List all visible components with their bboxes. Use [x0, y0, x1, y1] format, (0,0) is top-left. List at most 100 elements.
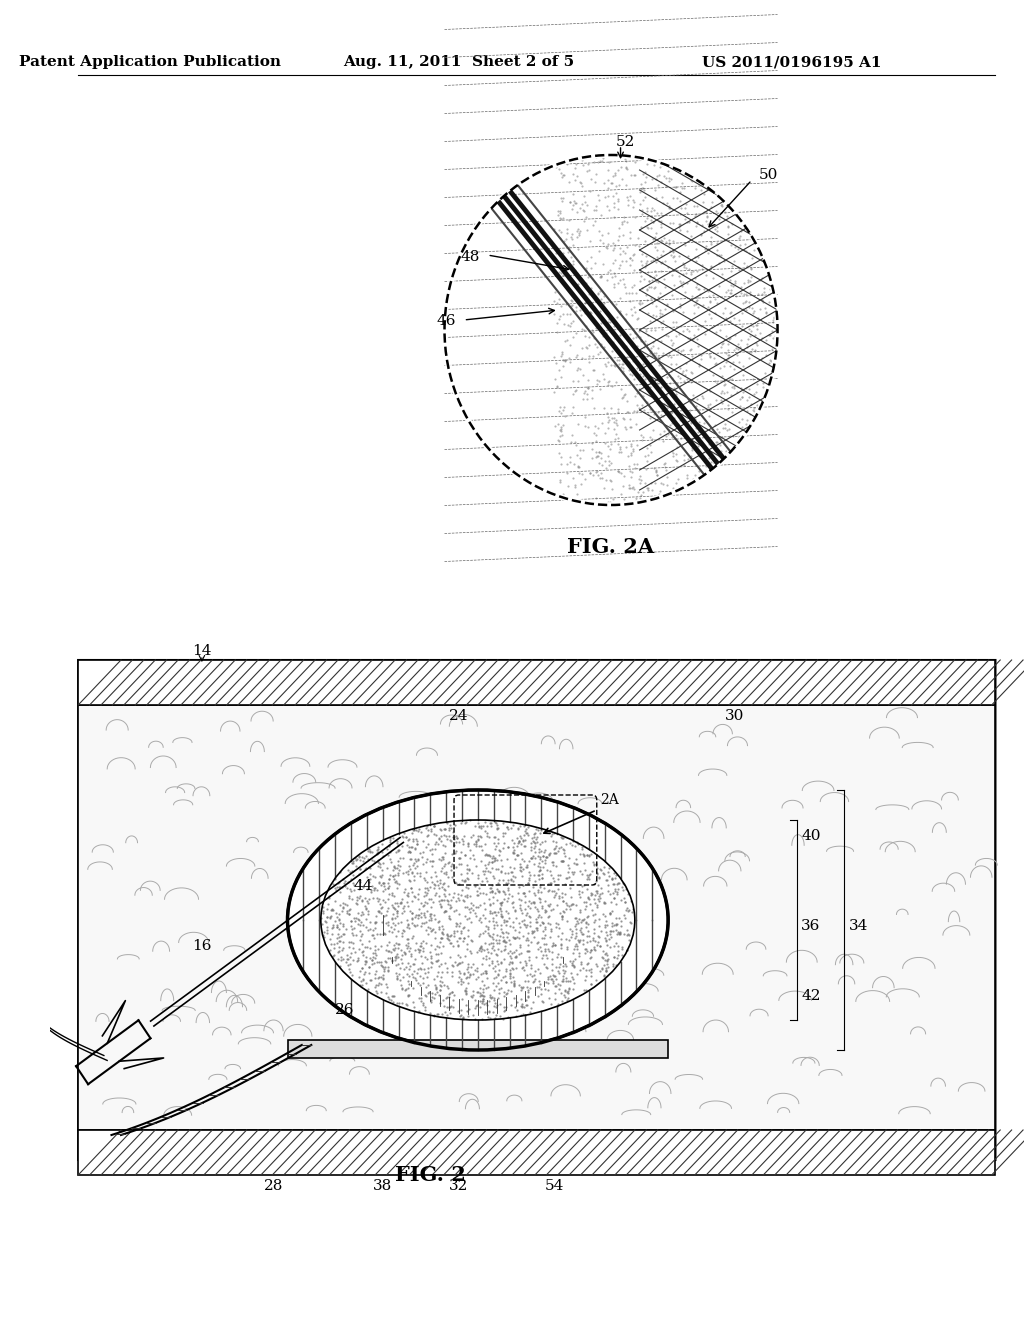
Point [435, 902, 452, 923]
Point [370, 939, 386, 960]
Point [444, 887, 461, 908]
Point [645, 331, 662, 352]
Point [597, 949, 613, 970]
Point [644, 292, 660, 313]
Point [366, 924, 382, 945]
Point [596, 891, 612, 912]
Point [331, 936, 347, 957]
Point [580, 147, 596, 168]
Point [387, 948, 403, 969]
Point [452, 927, 468, 948]
Point [332, 861, 348, 882]
Point [475, 985, 492, 1006]
Point [604, 165, 621, 186]
Point [553, 345, 569, 366]
Point [385, 991, 401, 1012]
Point [431, 890, 447, 911]
Point [592, 379, 608, 400]
Point [429, 981, 445, 1002]
Point [335, 916, 351, 937]
Point [449, 954, 465, 975]
Point [585, 861, 601, 882]
Point [421, 888, 437, 909]
Point [610, 434, 627, 455]
Point [401, 902, 418, 923]
Point [531, 875, 548, 896]
Point [559, 223, 575, 244]
Point [428, 936, 444, 957]
Text: 2A: 2A [600, 793, 618, 807]
Point [583, 257, 599, 279]
Point [523, 833, 540, 854]
Point [511, 942, 527, 964]
Point [371, 966, 387, 987]
Point [713, 441, 729, 462]
Point [344, 888, 360, 909]
Point [445, 920, 462, 941]
Point [477, 845, 494, 866]
Point [595, 862, 611, 883]
Point [372, 857, 388, 878]
Point [326, 937, 342, 958]
Point [588, 147, 604, 168]
Point [565, 310, 582, 331]
Point [537, 851, 553, 873]
Point [532, 907, 549, 928]
Point [722, 425, 738, 446]
Point [548, 883, 564, 904]
Point [473, 936, 489, 957]
Point [468, 884, 484, 906]
Point [579, 865, 595, 886]
Point [559, 475, 575, 496]
Point [380, 920, 396, 941]
Point [699, 214, 716, 235]
Point [622, 478, 638, 499]
Point [652, 282, 669, 304]
Point [522, 847, 539, 869]
Point [459, 1001, 475, 1022]
Point [482, 932, 499, 953]
Point [484, 937, 501, 958]
Point [377, 878, 393, 899]
Point [526, 892, 543, 913]
Point [430, 828, 446, 849]
Point [495, 870, 511, 891]
Point [429, 834, 445, 855]
Point [459, 867, 475, 888]
Point [413, 935, 429, 956]
Point [622, 290, 638, 312]
Point [537, 924, 553, 945]
Point [574, 440, 591, 461]
Point [668, 385, 684, 407]
Point [543, 994, 559, 1015]
Point [720, 345, 736, 366]
Point [768, 334, 784, 355]
Point [500, 818, 516, 840]
Point [568, 895, 585, 916]
Point [492, 925, 508, 946]
Point [456, 964, 472, 985]
Point [627, 322, 643, 343]
Point [612, 923, 629, 944]
Point [567, 259, 584, 280]
Point [739, 334, 756, 355]
Point [591, 866, 607, 887]
Point [475, 989, 492, 1010]
Point [502, 945, 518, 966]
Point [563, 403, 580, 424]
Point [403, 878, 420, 899]
Point [606, 206, 623, 227]
Point [528, 832, 545, 853]
Point [720, 399, 736, 420]
Point [472, 985, 488, 1006]
Point [701, 380, 718, 401]
Point [567, 907, 584, 928]
Point [419, 882, 435, 903]
Point [345, 865, 361, 886]
Point [492, 899, 508, 920]
Point [404, 964, 421, 985]
Point [474, 816, 490, 837]
Point [573, 463, 590, 484]
Point [541, 843, 557, 865]
Point [600, 412, 616, 433]
